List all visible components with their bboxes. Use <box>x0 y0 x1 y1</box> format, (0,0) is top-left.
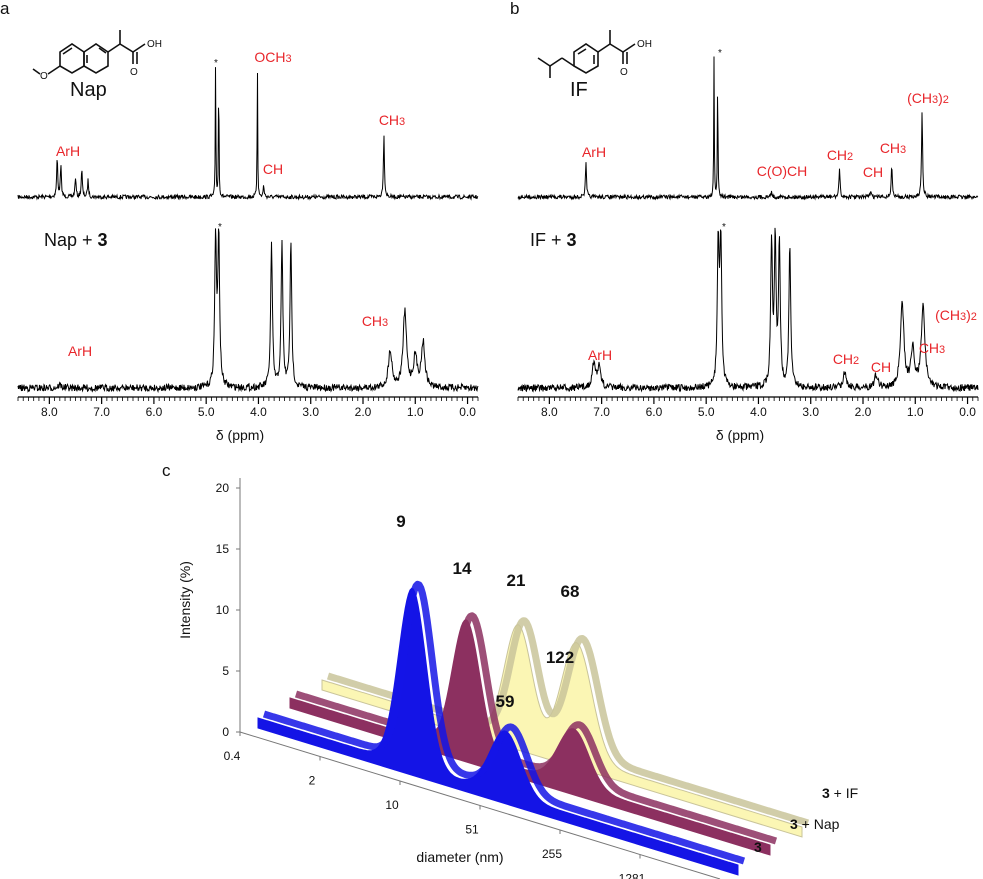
tick-label: 1.0 <box>407 405 424 419</box>
x-tick-label: 51 <box>465 823 479 837</box>
nap-oh-atom: OH <box>147 39 162 50</box>
tick-label: 3.0 <box>802 405 819 419</box>
ribbon-edge-0 <box>262 580 746 865</box>
nap-peak-label: CH3 <box>379 112 405 128</box>
if-peak-label: CH3 <box>880 140 906 156</box>
if-plus-3-label: IF + 3 <box>530 230 577 250</box>
if-oh-atom: OH <box>637 39 652 50</box>
if-peak-label: CH <box>863 164 883 180</box>
if-structure-icon <box>537 30 636 78</box>
nmr-trace-nap <box>17 67 479 201</box>
x-axis-label-b: δ (ppm) <box>716 427 764 443</box>
nap-plus-3-peak-label: CH3 <box>362 313 388 329</box>
panel-label-b: b <box>510 0 519 18</box>
y-tick-label: 20 <box>216 481 230 495</box>
if-peak-label: CH2 <box>827 147 853 163</box>
y-tick-label: 15 <box>216 542 230 556</box>
tick-label: 4.0 <box>750 405 767 419</box>
if-plus-3-peak-label: CH <box>871 359 891 375</box>
x-ticks-b: 8.0 7.0 6.0 5.0 4.0 3.0 2.0 1.0 0.0 <box>517 397 979 419</box>
nmr-trace-if <box>517 56 979 201</box>
if-plus-3-peak-label: CH3 <box>919 340 945 356</box>
x-tick-label: 255 <box>542 847 562 861</box>
tick-label: 0.0 <box>959 405 976 419</box>
nap-plus-3-peak-label: ArH <box>68 343 92 359</box>
peak-label: 122 <box>546 648 574 667</box>
y-axis-label-c: Intensity (%) <box>177 561 193 639</box>
nap-peak-label: ArH <box>56 143 80 159</box>
tick-label: 2.0 <box>855 405 872 419</box>
tick-label: 5.0 <box>698 405 715 419</box>
nmr-trace-nap-plus-3 <box>17 228 479 394</box>
if-plus-3-peak-label: (CH3)2 <box>935 307 977 323</box>
nap-label: Nap <box>70 79 107 101</box>
tick-label: 8.0 <box>41 405 58 419</box>
x-axis-label-c: diameter (nm) <box>416 849 503 865</box>
legend-3-plus-nap: 3 + Nap <box>790 816 840 832</box>
panel-b: b O OH IF ArH * C(O)CH CH2 CH CH3 (CH3)2 ArH * C… <box>510 0 979 443</box>
if-label: IF <box>570 79 588 101</box>
x-tick-label: 1281 <box>619 872 646 879</box>
y-tick-label: 10 <box>216 603 230 617</box>
x-ticks-c: 0.42105125512816439 <box>224 732 646 879</box>
y-tick-label: 5 <box>222 664 229 678</box>
tick-label: 5.0 <box>198 405 215 419</box>
tick-label: 8.0 <box>541 405 558 419</box>
x-tick-label: 2 <box>309 774 316 788</box>
if-peak-label: (CH3)2 <box>907 90 949 106</box>
tick-label: 3.0 <box>302 405 319 419</box>
x-ticks-a: 8.0 7.0 6.0 5.0 4.0 3.0 2.0 1.0 0.0 <box>17 397 479 419</box>
peak-label: 68 <box>561 582 580 601</box>
nap-peak-label: OCH3 <box>254 49 291 65</box>
tick-label: 7.0 <box>93 405 110 419</box>
nap-peak-label: * <box>214 58 218 69</box>
if-peak-label: ArH <box>582 144 606 160</box>
peak-label: 9 <box>396 512 405 531</box>
if-plus-3-peak-label: * <box>722 222 726 233</box>
ribbon-edge-1 <box>294 612 778 845</box>
tick-label: 1.0 <box>907 405 924 419</box>
panel-a: a O O OH Nap ArH * OCH3 CH CH3 ArH * CH3 Nap +… <box>0 0 479 443</box>
nap-plus-3-peak-label: * <box>218 222 222 233</box>
y-tick-label: 0 <box>222 725 229 739</box>
tick-label: 2.0 <box>355 405 372 419</box>
if-peak-label: * <box>718 48 722 59</box>
x-tick-label: 0.4 <box>224 749 241 763</box>
panel-label-c: c <box>162 461 171 480</box>
if-plus-3-peak-label: CH2 <box>833 351 859 367</box>
panel-label-a: a <box>0 0 10 18</box>
panel-c: c 0 5 10 15 20 Intensity (%) 0.4 2 10 51 255 1281… <box>162 461 858 879</box>
tick-label: 4.0 <box>250 405 267 419</box>
if-plus-3-peak-label: ArH <box>588 347 612 363</box>
x-axis-label-a: δ (ppm) <box>216 427 264 443</box>
peak-label: 59 <box>496 692 515 711</box>
peak-label: 21 <box>507 571 526 590</box>
peak-label: 14 <box>453 559 472 578</box>
nap-o-atom-2: O <box>130 67 138 78</box>
nap-peak-label: CH <box>263 161 283 177</box>
nap-structure-icon <box>32 30 146 75</box>
nap-plus-3-label: Nap + 3 <box>44 230 108 250</box>
tick-label: 0.0 <box>459 405 476 419</box>
legend-3: 3 <box>754 839 762 855</box>
nmr-trace-if-plus-3 <box>517 227 979 393</box>
x-tick-label: 10 <box>385 798 399 812</box>
tick-label: 7.0 <box>593 405 610 419</box>
nap-o-atom: O <box>40 71 48 82</box>
tick-label: 6.0 <box>646 405 663 419</box>
tick-label: 6.0 <box>146 405 163 419</box>
if-peak-label: C(O)CH <box>757 163 808 179</box>
legend-3-plus-if: 3 + IF <box>822 785 858 801</box>
if-o-atom: O <box>620 67 628 78</box>
y-ticks-c: 0 5 10 15 20 <box>216 481 240 739</box>
